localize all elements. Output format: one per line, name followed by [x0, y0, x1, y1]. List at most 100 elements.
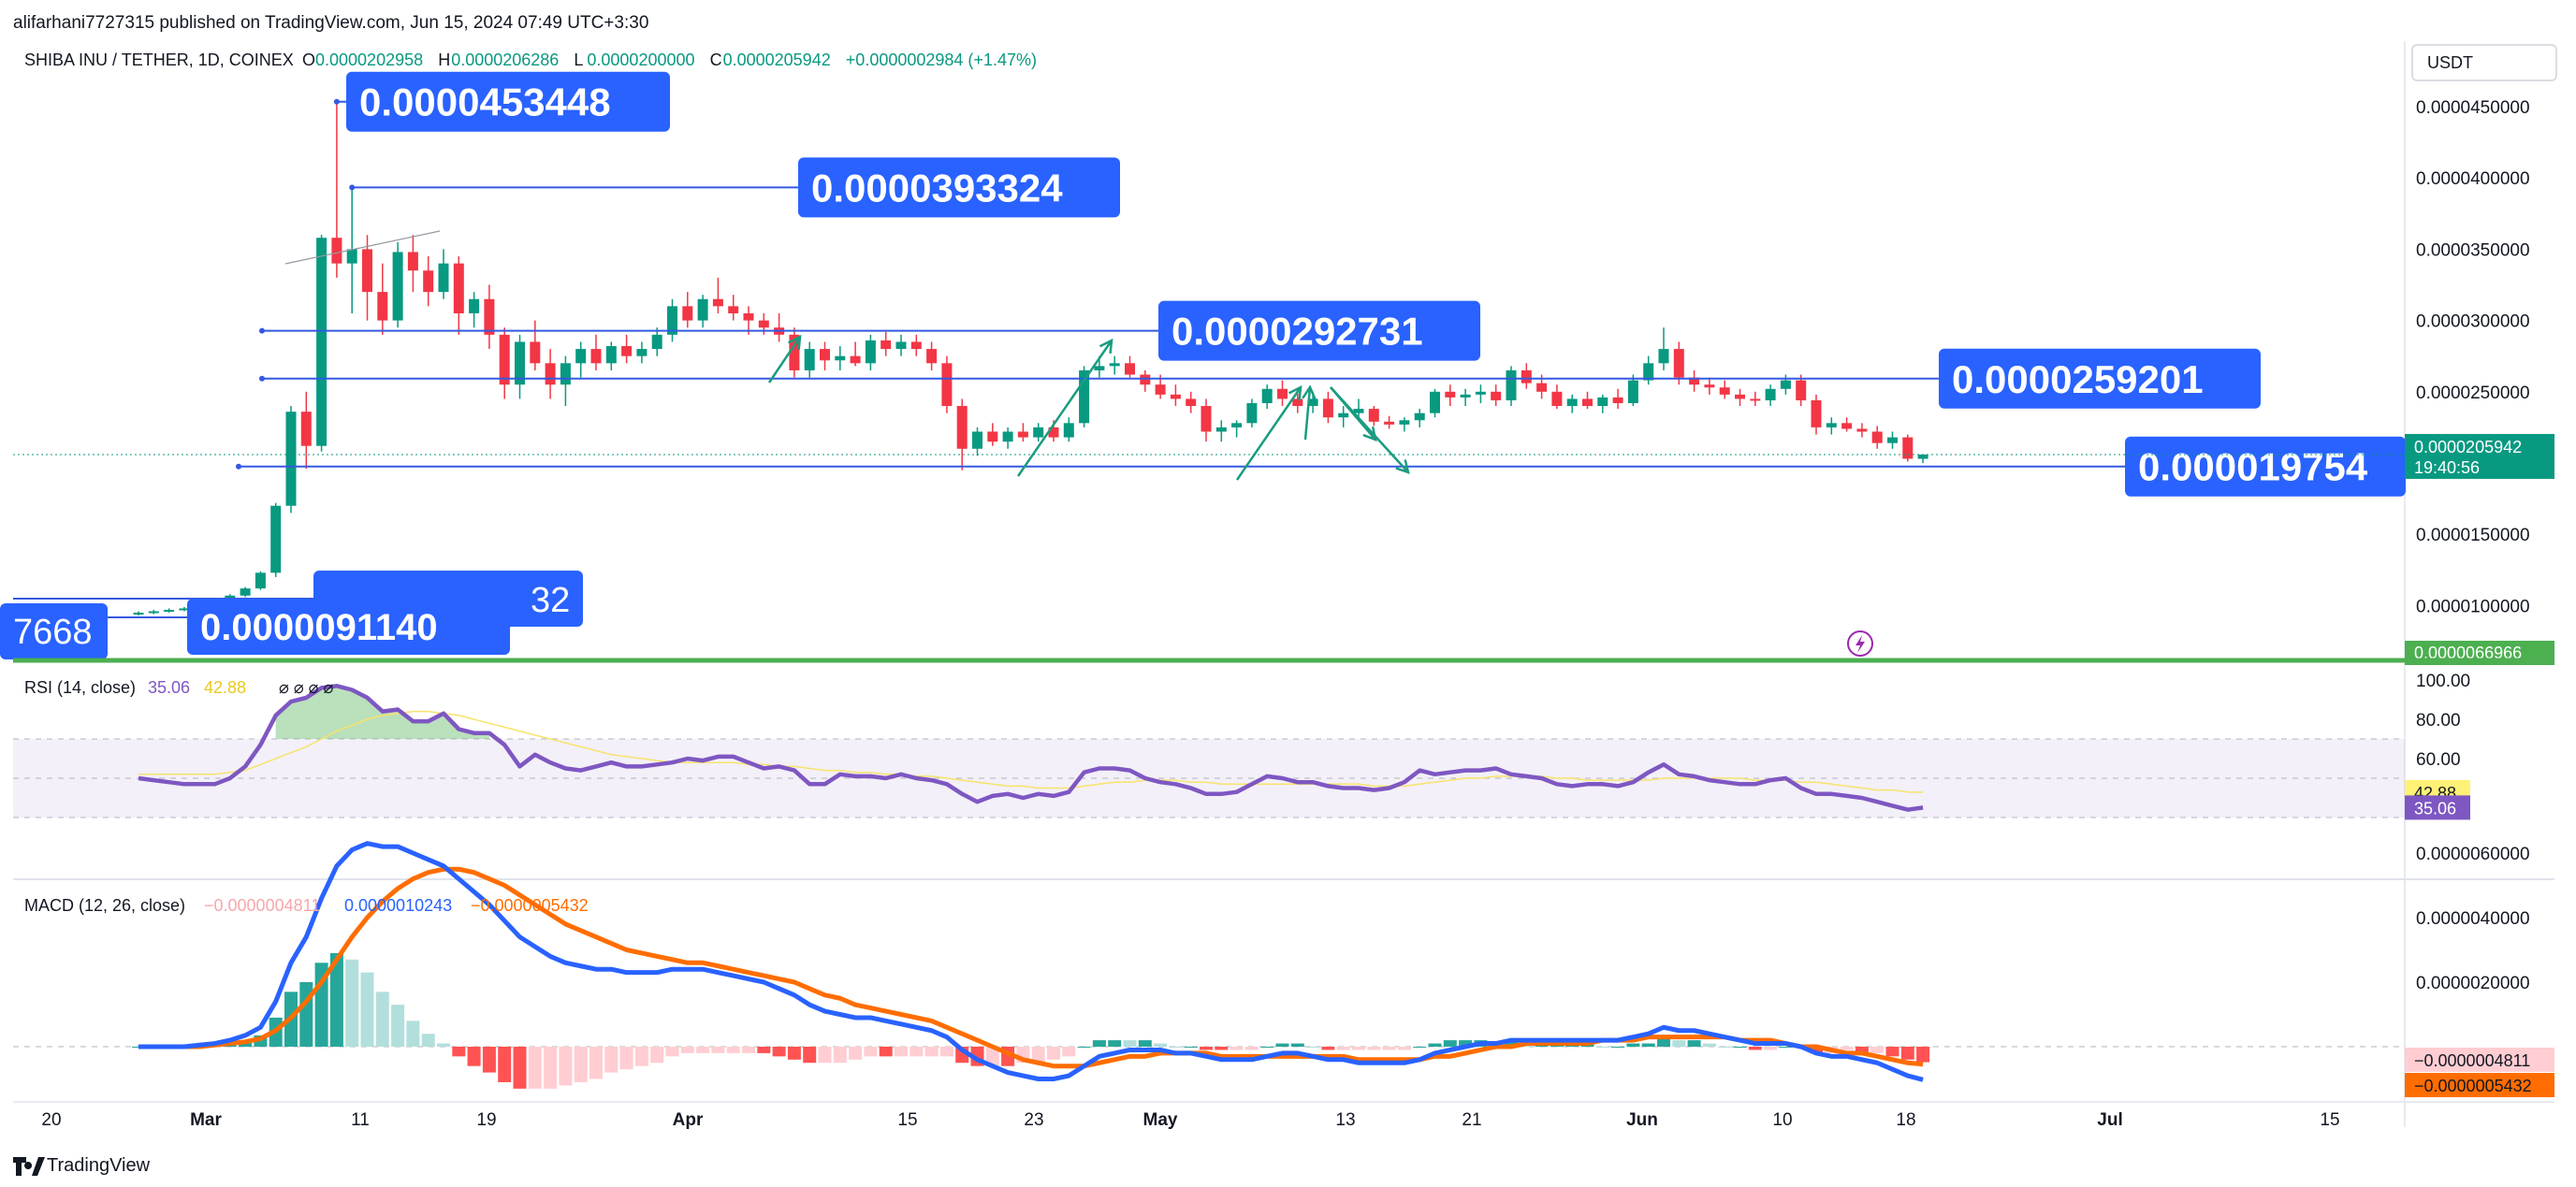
time-tick-label: Jul: [2097, 1110, 2122, 1130]
candle-body: [1414, 413, 1425, 421]
macd-histogram-bar: [757, 1047, 771, 1053]
macd-histogram-bar: [1154, 1043, 1168, 1047]
price-tick-label: 0.0000350000: [2416, 240, 2530, 260]
price-pane[interactable]: 0.0000450000 0.0000400000 0.0000350000 0.00…: [0, 41, 2554, 1127]
macd-histogram-bar: [726, 1047, 740, 1053]
level-label-box[interactable]: [187, 599, 510, 655]
candle-body: [1811, 399, 1822, 427]
symbol-title[interactable]: SHIBA INU / TETHER, 1D, COINEX: [24, 51, 294, 69]
price-tick-label: 0.0000150000: [2416, 526, 2530, 545]
macd-histogram-bar: [1595, 1047, 1609, 1048]
candle-body: [362, 249, 372, 293]
rsi-value: 35.06: [148, 678, 190, 697]
macd-histogram-bar: [634, 1047, 648, 1066]
candle-body: [1201, 406, 1212, 432]
rsi-tick-label: 80.00: [2416, 711, 2461, 731]
rsi-tick-label: 60.00: [2416, 750, 2461, 770]
macd-histogram-bar: [849, 1047, 863, 1060]
macd-histogram-bar: [482, 1047, 496, 1073]
level-label-box[interactable]: [1158, 300, 1480, 361]
ohlc-values: O 0.0000202958 H 0.0000206286 L 0.0000200000 C…: [302, 51, 1037, 69]
macd-histogram-bar: [939, 1047, 953, 1057]
ohlc-key-h: H: [438, 51, 450, 69]
ohlc-value-h: 0.0000206286: [451, 51, 559, 69]
ohlc-value-o: 0.0000202958: [315, 51, 423, 69]
macd-hist-value: −0.0000004811: [204, 896, 320, 915]
macd-histogram-bar: [1870, 1047, 1885, 1053]
macd-tick-label: 0.0000040000: [2416, 909, 2530, 929]
macd-histogram-bar: [1916, 1047, 1930, 1063]
macd-histogram-bar: [1336, 1047, 1350, 1050]
candle-body: [1063, 423, 1074, 438]
macd-histogram-bar: [1215, 1047, 1229, 1050]
tradingview-logo[interactable]: TradingView: [13, 1155, 151, 1176]
candle-body: [1735, 394, 1745, 399]
macd-histogram-bar: [406, 1021, 420, 1047]
rsi-ma-line: [138, 710, 1924, 793]
candle-body: [346, 249, 357, 264]
level-label-box[interactable]: [798, 157, 1120, 218]
candle-body: [789, 334, 800, 370]
countdown-value: 19:40:56: [2414, 458, 2480, 477]
candle-body: [1261, 388, 1273, 403]
macd-histogram-bar: [803, 1047, 817, 1064]
macd-histogram-bar: [650, 1047, 664, 1064]
trend-arrow-line: [1016, 340, 1113, 477]
macd-line: [138, 841, 1924, 1082]
macd-histogram-bar: [1031, 1047, 1045, 1064]
macd-histogram-bar: [1275, 1043, 1289, 1047]
rsi-settings-icons[interactable]: ⌀ ⌀ ⌀ ⌀: [279, 678, 334, 697]
macd-hist-tag-value: −0.0000004811: [2414, 1051, 2530, 1070]
candle-body: [515, 341, 525, 385]
change-value: +0.0000002984 (+1.47%): [846, 51, 1037, 69]
macd-histogram-bar: [498, 1047, 512, 1082]
trend-arrow-line: [767, 336, 802, 384]
price-tick-label: 0.0000300000: [2416, 312, 2530, 332]
candle-body: [758, 320, 769, 328]
macd-histogram-bar: [772, 1047, 786, 1057]
macd-histogram-bar: [924, 1047, 939, 1057]
trend-arrow-line: [1235, 386, 1303, 481]
candle-body: [1643, 363, 1654, 381]
candle-body: [1246, 402, 1258, 424]
time-tick-label: May: [1143, 1110, 1178, 1130]
macd-histogram-bar: [604, 1047, 619, 1073]
candle-body: [1841, 423, 1853, 429]
candle-body: [1627, 380, 1638, 403]
level-label-box[interactable]: [1939, 348, 2261, 409]
candle-body: [820, 349, 830, 361]
rsi-pane[interactable]: 100.00 80.00 60.00 42.88 35.06: [13, 672, 2554, 880]
level-label-text: 0.000019754: [2138, 445, 2368, 489]
macd-histogram-bar: [1200, 1047, 1213, 1050]
time-tick-label: 18: [1896, 1110, 1915, 1130]
candle-body: [1796, 380, 1807, 400]
time-tick-label: Jun: [1626, 1110, 1658, 1130]
macd-histogram-bar: [1092, 1040, 1106, 1047]
macd-signal-value: −0.0000005432: [471, 896, 589, 915]
candle-body: [453, 263, 464, 313]
candle-body: [1231, 423, 1243, 427]
candle-body: [1780, 380, 1791, 389]
time-axis[interactable]: 20 Mar 11 19 Apr 15 23 May 13 21 Jun 10 18 Jul 15: [13, 1101, 2554, 1130]
last-price-tag: [2405, 433, 2554, 479]
candle-body: [1353, 409, 1364, 413]
rsi-line: [138, 684, 1924, 812]
currency-selector[interactable]: USDT: [2411, 44, 2557, 81]
candle-body: [377, 292, 388, 321]
time-tick-label: 13: [1335, 1110, 1355, 1130]
macd-histogram-bar: [1244, 1047, 1259, 1050]
candle-body: [331, 238, 342, 264]
macd-histogram-bar: [1855, 1047, 1869, 1053]
macd-pane[interactable]: 0.0000060000 0.0000040000 0.0000020000 −0.0…: [13, 841, 2554, 1097]
ohlc-key-o: O: [302, 51, 315, 69]
time-tick-label: 19: [476, 1110, 496, 1130]
level-label-box[interactable]: [2125, 436, 2406, 497]
level-anchor-dot: [259, 375, 265, 382]
level-label-text: 32: [531, 581, 570, 620]
macd-histogram-bar: [711, 1047, 725, 1053]
level-label-box[interactable]: [346, 71, 670, 132]
level-label-box[interactable]: [0, 603, 108, 659]
candle-body: [179, 608, 190, 611]
candle-body: [255, 572, 266, 589]
candle-body: [880, 340, 892, 350]
